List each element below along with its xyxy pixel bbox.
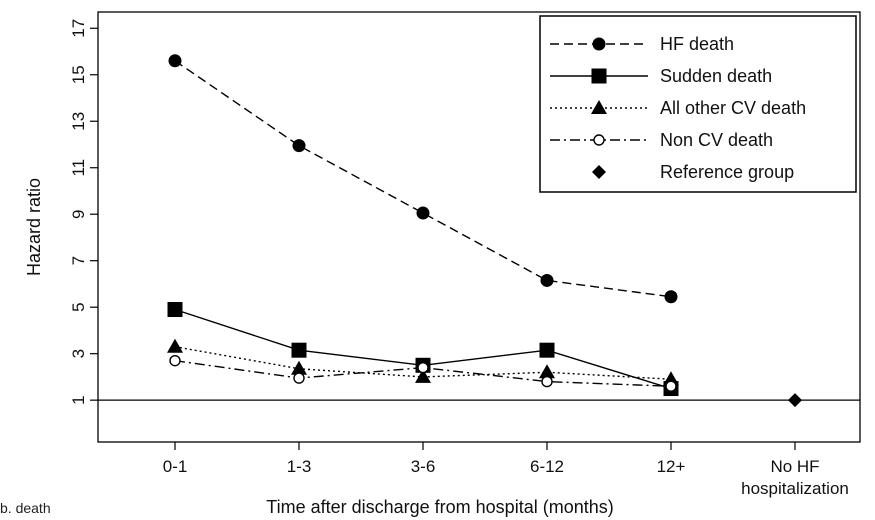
data-point <box>416 206 430 220</box>
legend-label: Non CV death <box>660 130 773 150</box>
data-point <box>417 361 429 374</box>
truncated-caption: b. death <box>0 500 51 516</box>
legend-label: HF death <box>660 34 734 54</box>
x-tick-label: 3-6 <box>411 457 436 476</box>
y-tick-label: 7 <box>69 256 88 265</box>
legend-marker <box>591 68 607 84</box>
data-point <box>540 273 554 287</box>
y-tick-label: 3 <box>69 349 88 358</box>
y-tick-label: 11 <box>69 159 88 177</box>
data-point <box>293 372 305 384</box>
x-tick-label: 12+ <box>657 457 686 476</box>
y-tick-label: 5 <box>69 302 88 311</box>
x-tick-labels: 0-1 1-3 3-6 6-12 12+ No HF hospitalization <box>163 457 849 498</box>
x-tick-label: 1-3 <box>287 457 312 476</box>
data-point <box>415 368 431 383</box>
data-point <box>663 371 679 386</box>
y-axis-label: Hazard ratio <box>24 178 44 276</box>
axes <box>90 11 861 450</box>
data-point <box>788 393 802 408</box>
data-point <box>291 342 307 358</box>
y-tick-label: 9 <box>69 209 88 218</box>
data-point <box>168 54 182 68</box>
series-hf-death <box>168 54 678 304</box>
data-point <box>292 139 306 153</box>
legend: HF death Sudden death All other CV death No… <box>539 15 857 193</box>
data-point <box>167 302 183 318</box>
series-all-other-cv-death <box>167 338 679 386</box>
data-point <box>541 375 553 388</box>
data-point <box>664 290 678 304</box>
legend-marker <box>593 134 605 146</box>
data-point <box>167 338 183 353</box>
legend-label: Sudden death <box>660 66 772 86</box>
y-tick-label: 13 <box>69 112 88 131</box>
series-group <box>167 54 802 408</box>
legend-marker <box>591 100 607 114</box>
legend-label: Reference group <box>660 162 794 182</box>
y-tick-label: 17 <box>69 19 88 38</box>
data-point <box>665 380 677 392</box>
y-tick-label: 1 <box>69 395 88 404</box>
legend-label: All other CV death <box>660 98 806 118</box>
series-line <box>174 60 672 298</box>
plot-frame <box>97 11 861 443</box>
y-tick-label: 15 <box>69 65 88 84</box>
data-point <box>291 360 307 375</box>
x-axis-label: Time after discharge from hospital (mont… <box>266 497 613 517</box>
series-reference-group <box>788 393 802 408</box>
x-tick-label: hospitalization <box>741 479 849 498</box>
legend-marker <box>592 165 606 179</box>
x-tick-label: 0-1 <box>163 457 188 476</box>
series-non-cv-death <box>169 354 677 392</box>
x-tick-label: No HF <box>770 457 819 476</box>
legend-marker <box>592 37 606 51</box>
x-tick-label: 6-12 <box>530 457 564 476</box>
data-point <box>539 364 555 379</box>
data-point <box>169 354 181 367</box>
data-point <box>539 342 555 358</box>
